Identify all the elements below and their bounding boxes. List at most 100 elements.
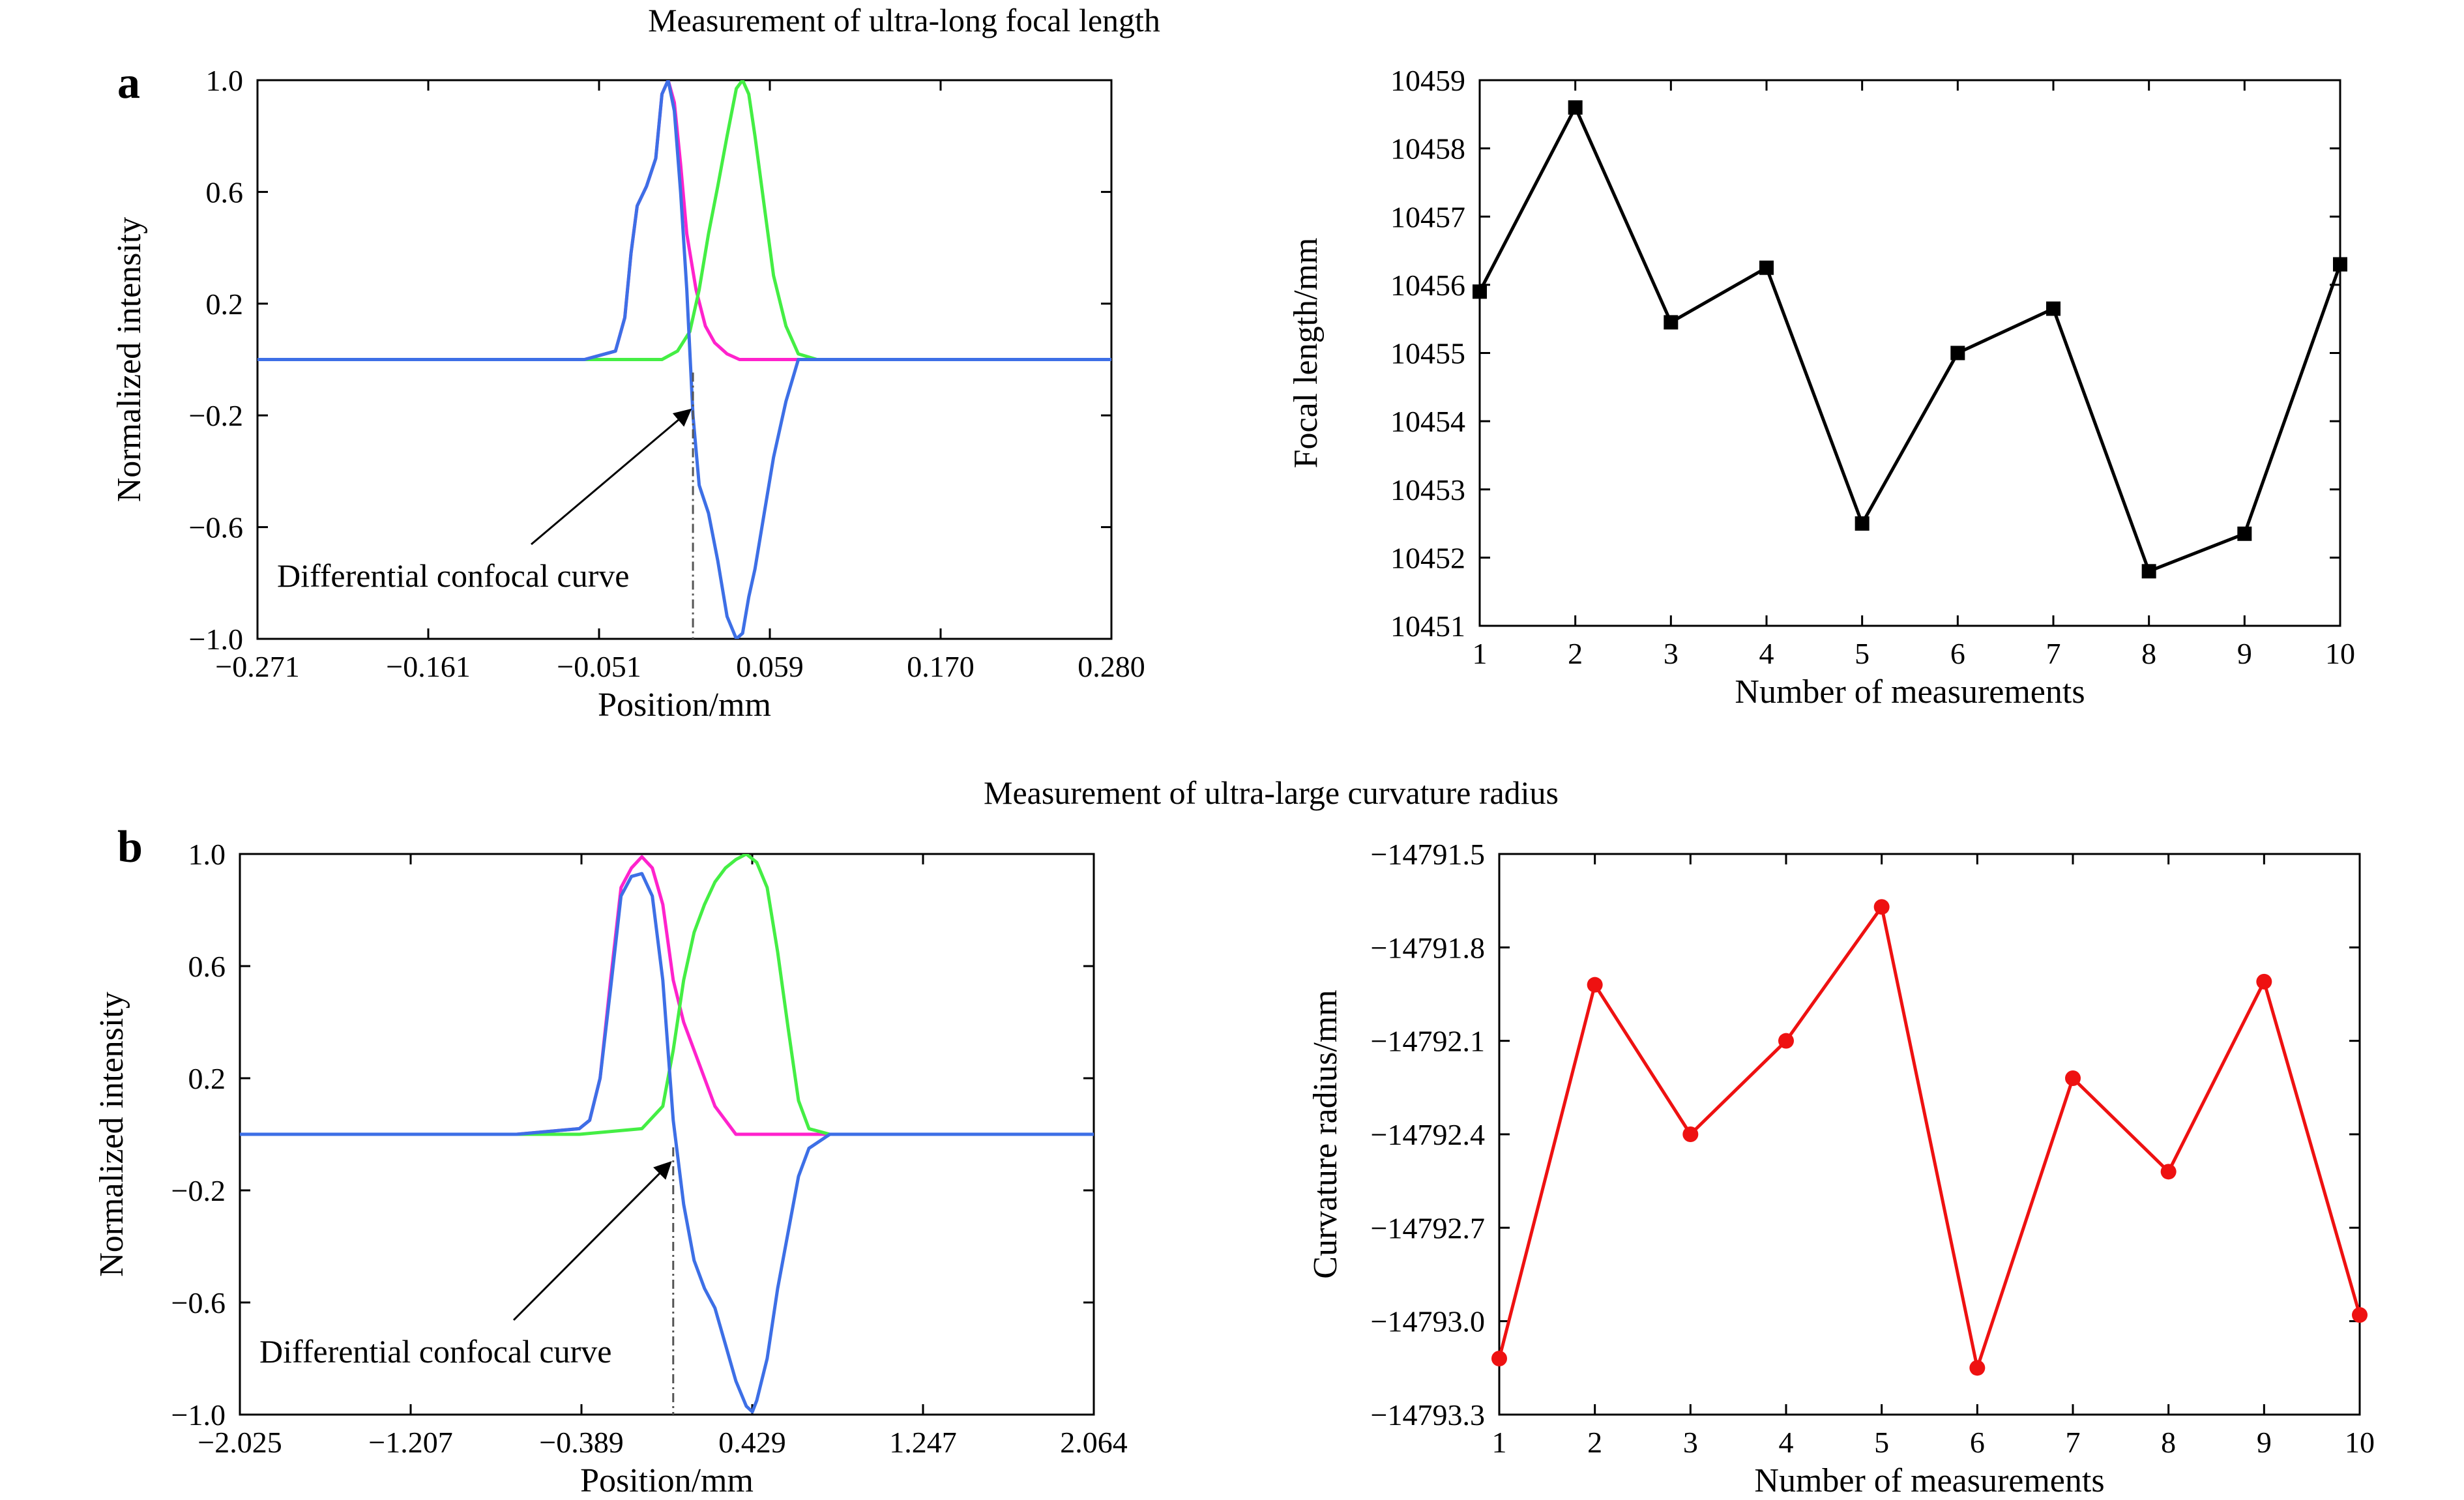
annotation-label: Differential confocal curve (277, 557, 629, 594)
y-tick-label: 10456 (1390, 269, 1465, 302)
x-axis-label: Position/mm (598, 686, 771, 724)
x-tick-label: 10 (2345, 1426, 2375, 1459)
x-tick-label: −0.161 (386, 650, 470, 683)
data-point (1568, 100, 1583, 115)
x-tick-label: −0.389 (539, 1426, 623, 1459)
figure-title-top: Measurement of ultra-long focal length (648, 2, 1160, 38)
y-tick-label: 10458 (1390, 132, 1465, 166)
x-tick-label: 6 (1950, 637, 1965, 670)
y-tick-label: −14791.8 (1371, 931, 1485, 964)
x-tick-label: −1.207 (368, 1426, 452, 1459)
y-tick-label: 10454 (1390, 405, 1465, 438)
y-tick-label: 10459 (1390, 64, 1465, 97)
x-tick-label: 0.059 (736, 650, 804, 683)
x-tick-label: 1 (1473, 637, 1488, 670)
x-tick-label: 2.064 (1060, 1426, 1128, 1459)
series-line (240, 854, 1094, 1136)
x-axis-label: Number of measurements (1754, 1462, 2104, 1499)
y-tick-label: 10455 (1390, 337, 1465, 370)
y-tick-label: −0.2 (171, 1174, 226, 1207)
plot-frame (1478, 79, 2341, 627)
data-point (2352, 1307, 2368, 1323)
panel-label-a: a (117, 58, 140, 108)
y-tick-label: 1.0 (188, 838, 226, 871)
x-tick-label: 7 (2066, 1426, 2081, 1459)
annotation-arrow (531, 408, 692, 546)
data-point (1682, 1126, 1699, 1142)
data-point (1587, 977, 1603, 993)
series-line (240, 872, 1094, 1414)
data-point (2046, 301, 2061, 316)
y-tick-label: 0.6 (188, 950, 226, 983)
data-point (2256, 973, 2272, 990)
x-tick-label: 8 (2161, 1426, 2176, 1459)
series-line (1478, 106, 2342, 573)
y-tick-label: −1.0 (189, 623, 243, 656)
x-tick-label: 5 (1855, 637, 1870, 670)
x-tick-label: −0.271 (215, 650, 299, 683)
data-point (2333, 257, 2347, 272)
y-tick-label: −14791.5 (1371, 838, 1485, 871)
x-tick-label: 0.280 (1078, 650, 1145, 683)
y-tick-label: −14792.1 (1371, 1025, 1485, 1058)
x-tick-label: 6 (1970, 1426, 1985, 1459)
y-axis-label: Normalized intensity (111, 217, 148, 503)
x-tick-label: −0.051 (557, 650, 641, 683)
x-tick-label: 1 (1492, 1426, 1507, 1459)
y-tick-label: 10452 (1390, 541, 1465, 574)
x-tick-label: 2 (1568, 637, 1583, 670)
x-tick-label: −2.025 (198, 1426, 282, 1459)
x-axis-label: Position/mm (580, 1462, 754, 1499)
x-tick-label: 4 (1759, 637, 1774, 670)
y-tick-label: −0.6 (171, 1286, 226, 1319)
x-tick-label: 3 (1683, 1426, 1698, 1459)
data-point (1950, 346, 1965, 360)
x-axis-label: Number of measurements (1735, 673, 2085, 711)
y-axis-label: Focal length/mm (1287, 238, 1325, 469)
x-tick-label: 4 (1779, 1426, 1794, 1459)
x-tick-label: 7 (2046, 637, 2061, 670)
x-tick-label: 10 (2325, 637, 2355, 670)
x-tick-label: 5 (1874, 1426, 1889, 1459)
data-point (1759, 260, 1774, 275)
annotation-label: Differential confocal curve (259, 1333, 611, 1370)
y-tick-label: 10453 (1390, 473, 1465, 507)
data-point (1873, 899, 1890, 915)
chart-b-right: 1 2 3 4 5 6 7 8 9 10 −14791.5 −14791.8 −14792.1 −1479… (1307, 838, 2375, 1499)
x-tick-label: 0.170 (907, 650, 975, 683)
y-tick-label: 10451 (1390, 610, 1465, 643)
data-point (1473, 284, 1487, 299)
data-point (2237, 526, 2252, 541)
x-tick-label: 8 (2141, 637, 2156, 670)
panel-label-b: b (117, 822, 143, 872)
data-point (2160, 1164, 2177, 1180)
y-tick-label: 0.2 (188, 1062, 226, 1095)
chart-b-left: −2.025 −1.207 −0.389 0.429 1.247 2.064 1.0 0.6 0… (93, 838, 1128, 1499)
x-tick-label: 3 (1664, 637, 1679, 670)
series-line (257, 80, 1111, 361)
y-tick-label: −14793.0 (1371, 1305, 1485, 1338)
x-tick-label: 0.429 (718, 1426, 786, 1459)
data-point (1491, 1351, 1507, 1366)
data-point (1778, 1033, 1794, 1049)
y-tick-label: 10457 (1390, 200, 1465, 233)
annotation-arrow (512, 1161, 672, 1321)
x-tick-label: 9 (2257, 1426, 2272, 1459)
figure-title-bottom: Measurement of ultra-large curvature rad… (984, 774, 1559, 811)
data-point (1855, 516, 1870, 531)
y-tick-label: −14792.7 (1371, 1211, 1485, 1244)
y-tick-label: −14792.4 (1371, 1118, 1485, 1151)
y-tick-label: −0.6 (189, 511, 243, 544)
y-tick-label: 0.2 (206, 287, 244, 321)
series-line (257, 80, 1111, 639)
y-tick-label: −1.0 (171, 1398, 226, 1432)
y-tick-label: 0.6 (206, 175, 244, 209)
x-tick-label: 1.247 (889, 1426, 957, 1459)
y-tick-label: −0.2 (189, 399, 243, 432)
data-point (2141, 564, 2156, 579)
x-tick-label: 9 (2237, 637, 2252, 670)
series-line (1497, 905, 2362, 1370)
chart-a-right: 1 2 3 4 5 6 7 8 9 10 10459 10458 10457 10456 10455 1045… (1287, 64, 2355, 711)
series-line (257, 80, 1111, 361)
